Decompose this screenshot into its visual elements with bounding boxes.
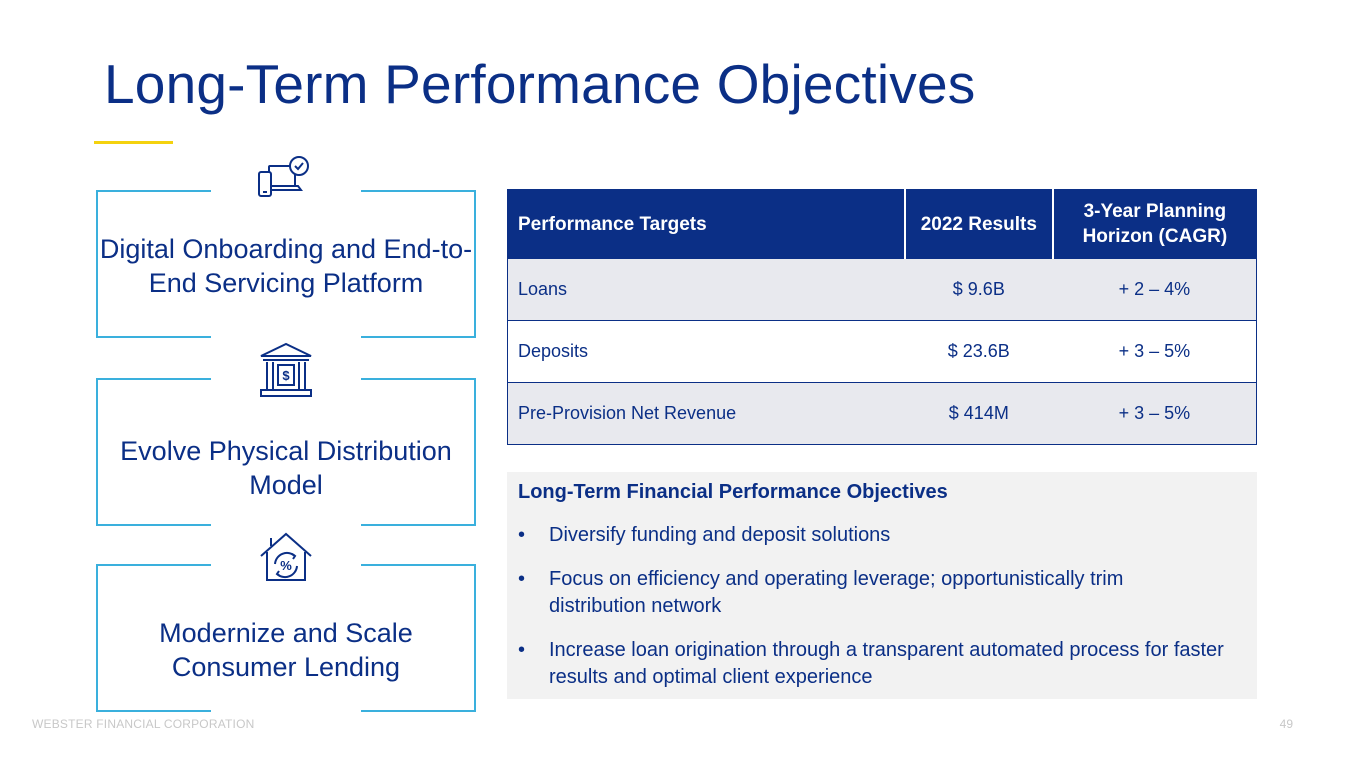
- card-label: Digital Onboarding and End-to-End Servic…: [99, 234, 473, 298]
- list-item: • Focus on efficiency and operating lever…: [518, 566, 1249, 620]
- devices-check-icon: [251, 154, 321, 218]
- page-title: Long-Term Performance Objectives: [104, 53, 976, 115]
- objectives-panel: Long-Term Financial Performance Objectiv…: [507, 472, 1257, 699]
- table-row: Pre-Provision Net Revenue $ 414M + 3 – 5…: [507, 382, 1257, 445]
- card-consumer-lending: % Modernize and Scale Consumer Lending: [96, 528, 476, 715]
- house-percent-icon: %: [251, 528, 321, 592]
- table-row: Deposits $ 23.6B + 3 – 5%: [507, 320, 1257, 383]
- list-item-text: Diversify funding and deposit solutions: [549, 524, 891, 546]
- list-item: • Increase loan origination through a tra…: [518, 637, 1249, 691]
- title-accent-line: [94, 141, 173, 144]
- target-cell: + 3 – 5%: [1052, 320, 1257, 383]
- metric-cell: Loans: [507, 259, 905, 321]
- svg-text:$: $: [282, 368, 290, 383]
- target-cell: + 3 – 5%: [1052, 382, 1257, 445]
- list-item-text: Focus on efficiency and operating levera…: [549, 568, 1124, 617]
- performance-targets-table: Performance Targets 2022 Results 3-Year …: [507, 189, 1257, 445]
- table-row: Loans $ 9.6B + 2 – 4%: [507, 259, 1257, 321]
- page-number: 49: [1279, 717, 1293, 731]
- list-item: • Diversify funding and deposit solutions: [518, 522, 1249, 549]
- bullet: •: [518, 524, 526, 546]
- svg-text:%: %: [280, 558, 292, 573]
- list-item-text: Increase loan origination through a tran…: [549, 639, 1224, 688]
- metric-cell: Pre-Provision Net Revenue: [507, 382, 905, 445]
- card-physical-distribution: $ Evolve Physical Distribution Model: [96, 342, 476, 529]
- table-header-row: Performance Targets 2022 Results 3-Year …: [507, 189, 1257, 259]
- card-digital-onboarding: Digital Onboarding and End-to-End Servic…: [96, 154, 476, 341]
- metric-cell: Deposits: [507, 320, 905, 383]
- card-label: Modernize and Scale Consumer Lending: [159, 618, 413, 682]
- result-cell: $ 414M: [904, 382, 1053, 445]
- footer-company: WEBSTER FINANCIAL CORPORATION: [32, 717, 255, 731]
- result-cell: $ 23.6B: [904, 320, 1053, 383]
- objectives-heading: Long-Term Financial Performance Objectiv…: [518, 481, 948, 503]
- result-cell: $ 9.6B: [904, 259, 1053, 321]
- bullet: •: [518, 568, 526, 590]
- objectives-list: • Diversify funding and deposit solutions…: [518, 522, 1249, 708]
- column-header: Performance Targets: [507, 189, 905, 259]
- bullet: •: [518, 639, 526, 661]
- target-cell: + 2 – 4%: [1052, 259, 1257, 321]
- column-header: 3-Year Planning Horizon (CAGR): [1051, 189, 1257, 259]
- card-label: Evolve Physical Distribution Model: [120, 436, 452, 500]
- bank-building-icon: $: [251, 342, 321, 406]
- column-header: 2022 Results: [903, 189, 1053, 259]
